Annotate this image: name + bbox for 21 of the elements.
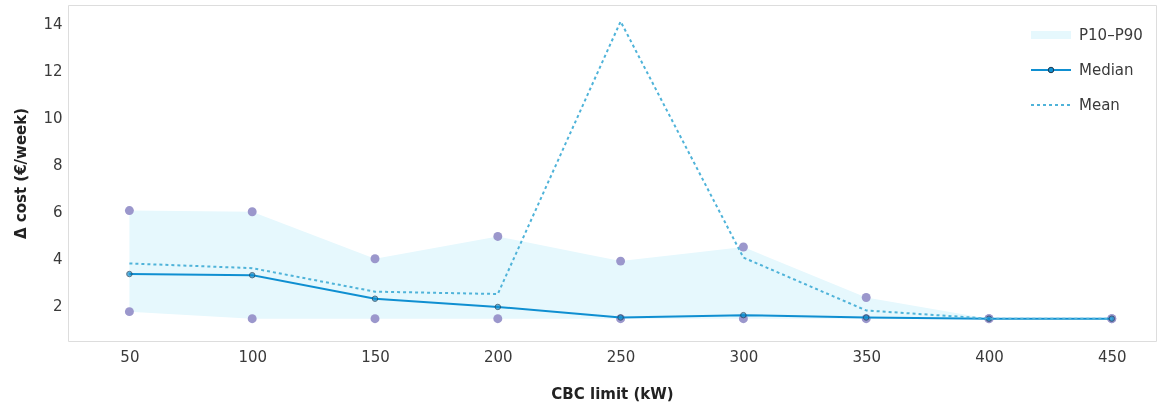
y-tick-label: 2 (52, 297, 63, 316)
x-tick-label: 400 (975, 347, 1004, 366)
x-tick-label: 250 (606, 347, 636, 366)
legend-label: Mean (1079, 96, 1120, 114)
y-tick-label: 4 (52, 250, 63, 269)
x-tick-label: 200 (483, 347, 513, 366)
legend-label: Median (1079, 61, 1134, 79)
x-tick-label: 150 (361, 347, 390, 366)
x-tick-label: 450 (1097, 347, 1127, 366)
annotation: P10–P90 (1079, 26, 1143, 44)
x-axis-title: CBC limit (kW) (551, 384, 674, 403)
y-tick-label: 14 (43, 15, 63, 34)
y-tick-label: 8 (52, 156, 63, 175)
x-tick-label: 300 (729, 347, 759, 366)
y-tick-label: 12 (43, 62, 63, 81)
y-axis-title: Δ cost (€/week) (12, 107, 31, 240)
x-tick-label: 100 (238, 347, 268, 366)
x-tick-label: 350 (852, 347, 882, 366)
x-tick-label: 50 (120, 347, 140, 366)
y-tick-label: 6 (52, 203, 63, 222)
y-tick-label: 10 (43, 109, 63, 128)
